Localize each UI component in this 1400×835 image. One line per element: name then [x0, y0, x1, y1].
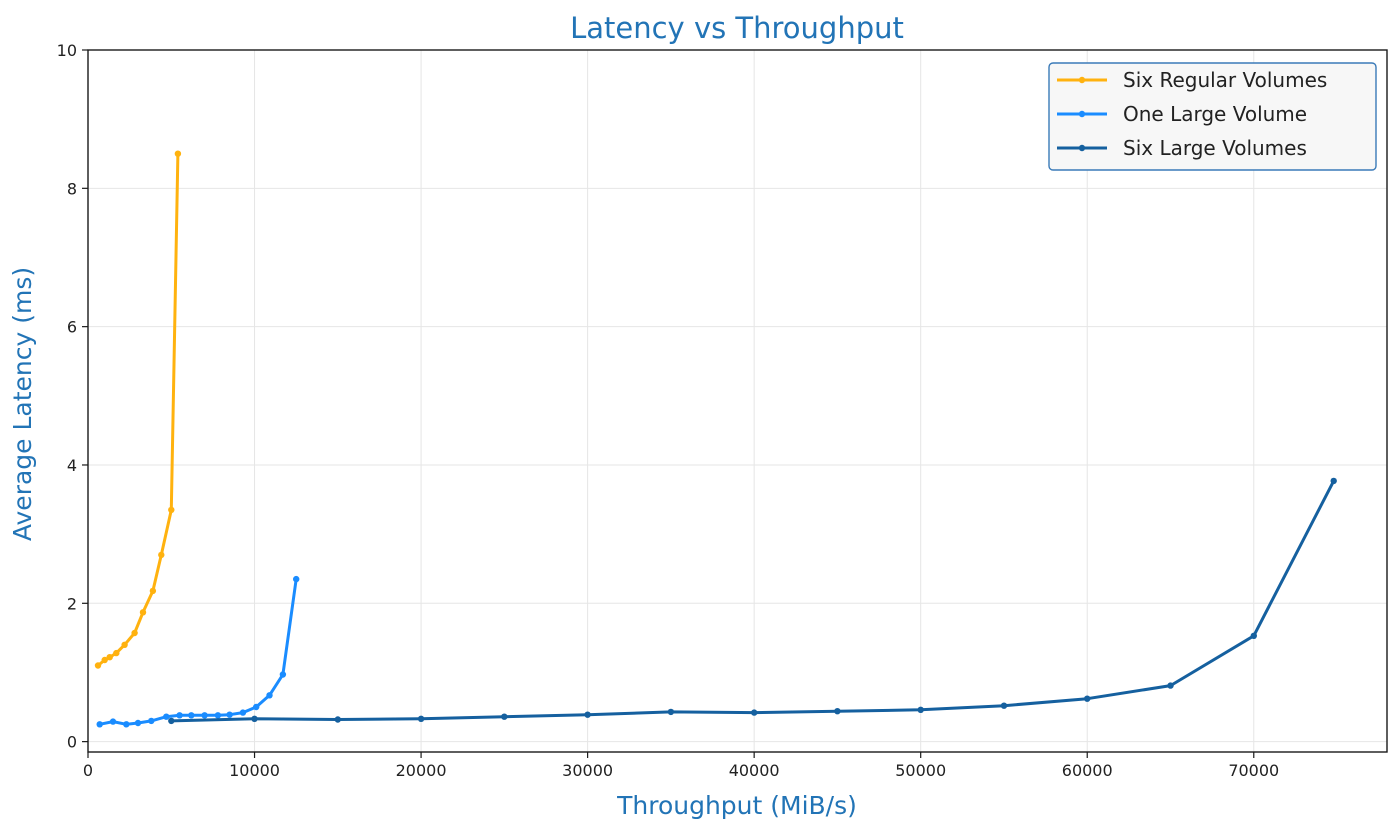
- data-point-six-large-volumes: [917, 706, 924, 713]
- data-point-one-large-volume: [163, 713, 170, 720]
- x-tick-label: 70000: [1228, 761, 1279, 780]
- y-tick-label: 4: [67, 456, 77, 475]
- chart-title: Latency vs Throughput: [570, 11, 904, 45]
- legend: Six Regular Volumes One Large Volume Six L…: [1048, 62, 1377, 171]
- x-tick-label: 40000: [729, 761, 780, 780]
- data-point-six-large-volumes: [501, 713, 508, 720]
- data-point-one-large-volume: [266, 692, 273, 699]
- x-tick-label: 0: [83, 761, 93, 780]
- data-point-one-large-volume: [214, 712, 222, 719]
- data-point-six-large-volumes: [667, 708, 675, 716]
- series-six-regular-volumes: [94, 150, 182, 669]
- data-point-one-large-volume: [226, 711, 233, 718]
- legend-marker: [1078, 110, 1086, 118]
- legend-entry-six-regular-volumes: Six Regular Volumes: [1057, 68, 1327, 92]
- data-point-six-large-volumes: [1000, 702, 1008, 709]
- x-tick-label: 10000: [229, 761, 280, 780]
- x-tick-label: 50000: [895, 761, 946, 780]
- data-point-six-large-volumes: [334, 716, 341, 723]
- data-point-six-regular-volumes: [158, 551, 165, 559]
- data-point-six-large-volumes: [751, 709, 758, 716]
- series-layer: [94, 150, 1337, 728]
- data-point-six-large-volumes: [1330, 477, 1337, 485]
- legend-marker: [1078, 76, 1086, 84]
- legend-label: Six Regular Volumes: [1123, 68, 1327, 92]
- data-point-six-large-volumes: [168, 717, 175, 725]
- data-point-six-regular-volumes: [106, 654, 113, 661]
- data-point-six-large-volumes: [834, 708, 841, 715]
- data-point-six-large-volumes: [251, 715, 258, 722]
- data-point-six-regular-volumes: [121, 641, 128, 648]
- data-point-six-regular-volumes: [168, 506, 175, 514]
- data-point-one-large-volume: [188, 712, 195, 719]
- data-point-one-large-volume: [279, 671, 287, 678]
- plot-frame: [87, 49, 1388, 753]
- data-point-one-large-volume: [96, 721, 103, 728]
- legend-box: [1048, 62, 1377, 171]
- series-one-large-volume: [96, 575, 300, 728]
- x-axis-label: Throughput (MiB/s): [616, 791, 857, 820]
- legend-label: One Large Volume: [1123, 102, 1307, 126]
- data-point-six-large-volumes: [1084, 695, 1091, 702]
- series-line-six-large-volumes: [169, 479, 1336, 723]
- y-tick-label: 2: [67, 594, 77, 613]
- x-tick-label: 60000: [1062, 761, 1113, 780]
- data-point-six-regular-volumes: [131, 629, 138, 637]
- data-point-six-large-volumes: [417, 715, 425, 722]
- data-point-six-large-volumes: [1167, 682, 1174, 689]
- data-point-six-regular-volumes: [149, 587, 157, 595]
- x-tick-label: 30000: [562, 761, 613, 780]
- data-point-one-large-volume: [293, 575, 300, 583]
- legend-entry-one-large-volume: One Large Volume: [1057, 102, 1307, 126]
- y-tick-label: 10: [57, 41, 77, 60]
- y-tick-label: 0: [67, 733, 77, 752]
- data-point-one-large-volume: [134, 719, 142, 727]
- y-tick-label: 6: [67, 318, 77, 337]
- series-line-six-regular-volumes: [96, 152, 180, 667]
- series-line-one-large-volume: [98, 577, 298, 726]
- data-point-one-large-volume: [201, 712, 208, 719]
- data-point-one-large-volume: [148, 717, 155, 725]
- y-axis-label: Average Latency (ms): [8, 267, 37, 541]
- data-point-six-regular-volumes: [101, 656, 108, 664]
- data-point-one-large-volume: [109, 718, 117, 725]
- data-point-six-regular-volumes: [139, 609, 147, 616]
- legend-marker: [1078, 144, 1086, 152]
- data-point-six-regular-volumes: [94, 662, 102, 669]
- legend-label: Six Large Volumes: [1123, 136, 1307, 160]
- axis-ticks: 0 10000 20000 30000 40000 50000 60000 70000 0 2 4 6…: [57, 41, 1280, 780]
- data-point-six-regular-volumes: [174, 150, 182, 157]
- data-point-six-large-volumes: [1250, 632, 1258, 639]
- data-point-six-large-volumes: [584, 711, 591, 718]
- x-tick-label: 20000: [396, 761, 447, 780]
- data-point-six-regular-volumes: [113, 649, 120, 657]
- data-point-one-large-volume: [176, 712, 183, 719]
- data-point-one-large-volume: [253, 703, 260, 711]
- data-point-one-large-volume: [239, 709, 247, 716]
- series-six-large-volumes: [168, 477, 1337, 725]
- data-point-one-large-volume: [123, 721, 130, 728]
- legend-entry-six-large-volumes: Six Large Volumes: [1057, 136, 1307, 160]
- y-tick-label: 8: [67, 179, 77, 198]
